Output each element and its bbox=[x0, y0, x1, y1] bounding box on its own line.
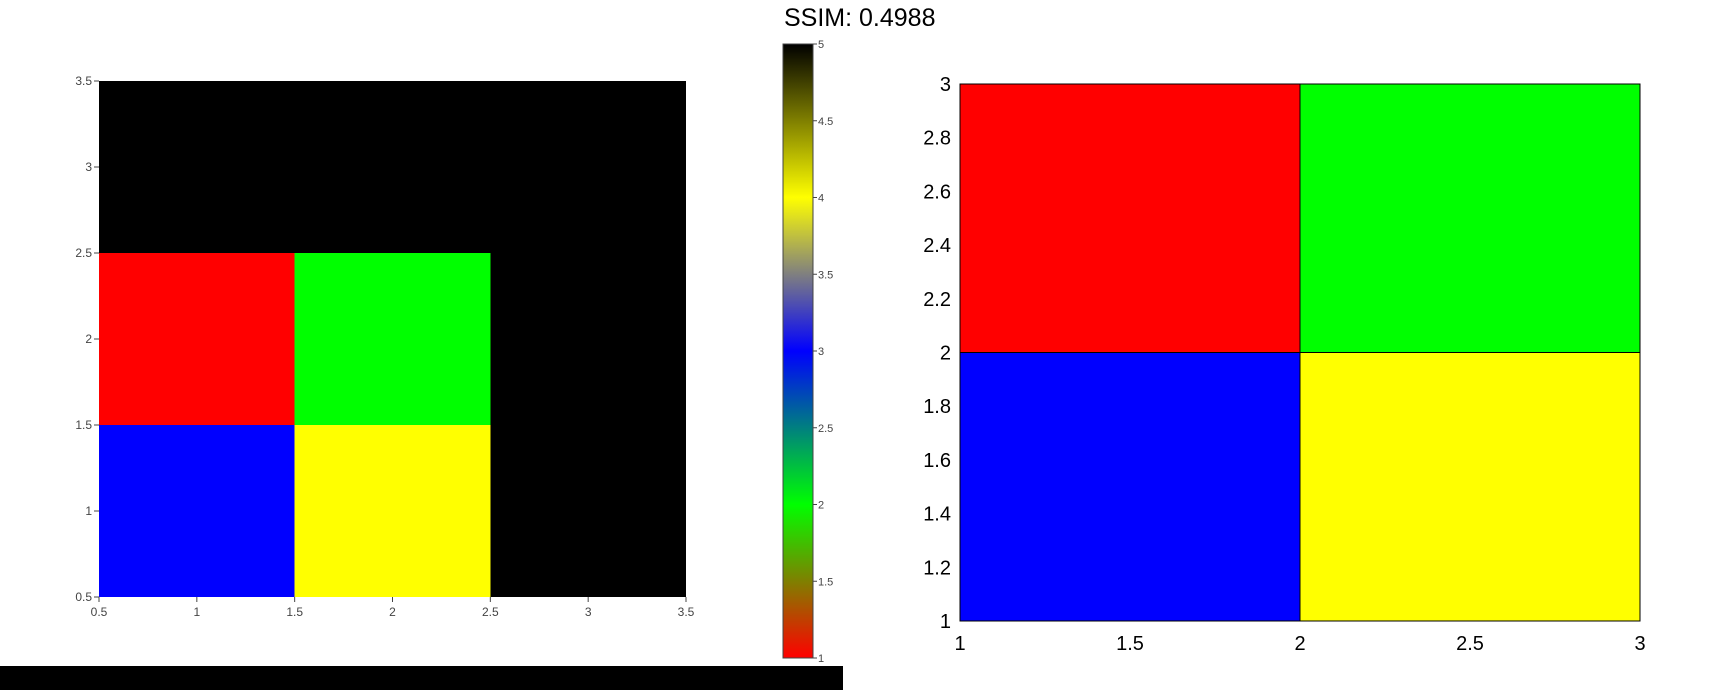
heatmap-cell bbox=[490, 425, 686, 597]
y-tick-label: 1.2 bbox=[923, 557, 951, 579]
x-tick-label: 3.5 bbox=[678, 605, 695, 619]
y-tick-label: 1.8 bbox=[923, 396, 951, 418]
x-tick-label: 2 bbox=[389, 605, 396, 619]
colorbar-ticks: 1 1.5 2 2.5 3 3.5 4 4.5 5 bbox=[813, 39, 833, 665]
colorbar-tick-label: 5 bbox=[818, 39, 824, 51]
y-tick-label: 2.2 bbox=[923, 289, 951, 311]
y-tick-label: 1 bbox=[85, 504, 92, 518]
right-plot-frame bbox=[959, 83, 1641, 622]
colorbar-tick-label: 4.5 bbox=[818, 116, 833, 128]
x-tick-label: 1.5 bbox=[1116, 633, 1144, 655]
heatmap-cell bbox=[959, 83, 1301, 353]
colorbar-tick-label: 4 bbox=[818, 193, 824, 205]
y-tick-label: 3 bbox=[940, 74, 951, 96]
left-y-axis: 0.5 1 1.5 2 2.5 3 3.5 bbox=[75, 74, 99, 604]
heatmap-cell bbox=[1299, 352, 1641, 622]
y-tick-label: 2.5 bbox=[75, 246, 92, 260]
x-tick-label: 1 bbox=[954, 633, 965, 655]
y-tick-label: 3.5 bbox=[75, 74, 92, 88]
colorbar-tick-label: 1.5 bbox=[818, 576, 833, 588]
heatmap-cell bbox=[294, 425, 491, 597]
colorbar-tick-label: 2 bbox=[818, 500, 824, 512]
colorbar-tick-label: 3 bbox=[818, 346, 824, 358]
colorbar-tick-label: 2.5 bbox=[818, 423, 833, 435]
x-tick-label: 1.5 bbox=[286, 605, 303, 619]
heatmap-cell bbox=[99, 81, 295, 253]
heatmap-cell bbox=[99, 253, 295, 425]
y-tick-label: 2 bbox=[85, 332, 92, 346]
heatmap-cell bbox=[1299, 83, 1641, 353]
y-tick-label: 1 bbox=[940, 611, 951, 633]
heatmap-cell bbox=[490, 253, 686, 425]
colorbar-scale bbox=[782, 43, 814, 659]
x-tick-label: 3 bbox=[1634, 633, 1645, 655]
y-tick-label: 1.5 bbox=[75, 418, 92, 432]
left-x-axis: 0.5 1 1.5 2 2.5 3 3.5 bbox=[91, 597, 695, 619]
heatmap-cell bbox=[99, 425, 295, 597]
x-tick-label: 3 bbox=[585, 605, 592, 619]
right-heatmap-cells bbox=[959, 83, 1641, 622]
colorbar-tick-label: 3.5 bbox=[818, 269, 833, 281]
chart-title: SSIM: 0.4988 bbox=[784, 4, 936, 32]
colorbar: 1 1.5 2 2.5 3 3.5 4 4.5 5 bbox=[782, 39, 833, 665]
x-tick-label: 2 bbox=[1294, 633, 1305, 655]
heatmap-cell bbox=[294, 253, 491, 425]
heatmap-cell bbox=[294, 81, 491, 253]
y-tick-label: 2.6 bbox=[923, 181, 951, 203]
colorbar-tick-label: 1 bbox=[818, 653, 824, 665]
x-tick-label: 1 bbox=[193, 605, 200, 619]
heatmap-cell bbox=[490, 81, 686, 253]
y-tick-label: 1.6 bbox=[923, 450, 951, 472]
right-heatmap: 1 1.5 2 2.5 3 1 1.2 1.4 1.6 1.8 2 2.2 2.4 2.6 2.8 3 bbox=[923, 74, 1645, 655]
x-tick-label: 0.5 bbox=[91, 605, 108, 619]
right-y-axis: 1 1.2 1.4 1.6 1.8 2 2.2 2.4 2.6 2.8 3 bbox=[923, 74, 951, 633]
y-tick-label: 3 bbox=[85, 160, 92, 174]
left-heatmap-cells bbox=[99, 81, 686, 597]
y-tick-label: 0.5 bbox=[75, 590, 92, 604]
x-tick-label: 2.5 bbox=[482, 605, 499, 619]
left-heatmap: 0.5 1 1.5 2 2.5 3 3.5 0.5 1 1.5 2 2.5 3 3.5 bbox=[75, 74, 694, 619]
y-tick-label: 2 bbox=[940, 343, 951, 365]
footer-bar bbox=[0, 666, 843, 690]
right-x-axis: 1 1.5 2 2.5 3 bbox=[954, 633, 1645, 655]
y-tick-label: 2.8 bbox=[923, 128, 951, 150]
y-tick-label: 1.4 bbox=[923, 504, 951, 526]
x-tick-label: 2.5 bbox=[1456, 633, 1484, 655]
y-tick-label: 2.4 bbox=[923, 235, 951, 257]
heatmap-cell bbox=[959, 352, 1301, 622]
